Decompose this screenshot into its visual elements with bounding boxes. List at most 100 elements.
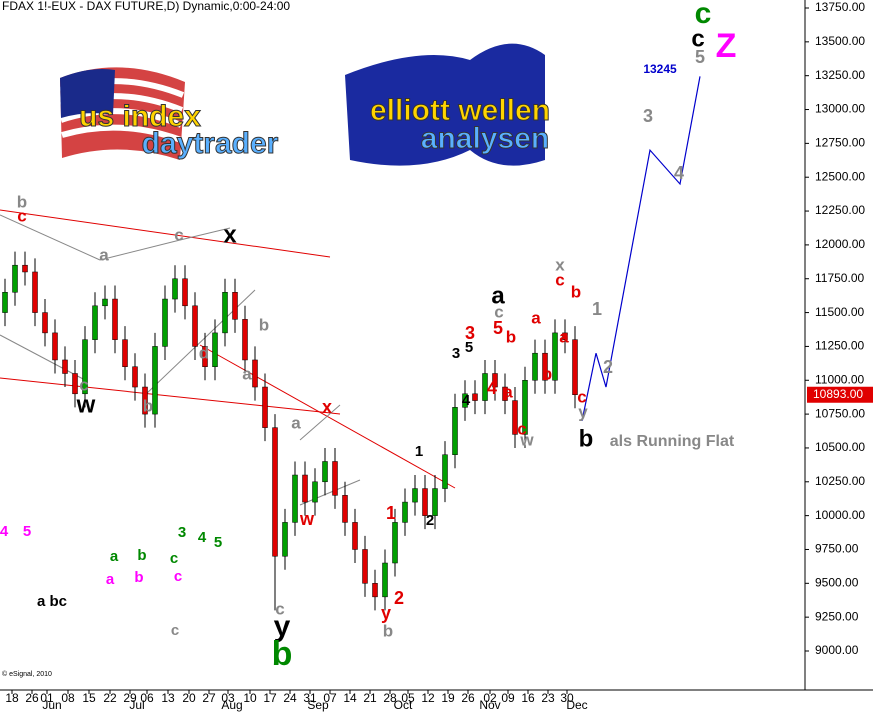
wave-label: w [299, 509, 315, 529]
wave-label: 3 [465, 323, 475, 343]
wave-label: 5 [695, 47, 705, 67]
last-price-label: 10893.00 [813, 387, 863, 401]
wave-label: c [555, 270, 564, 289]
y-tick-label: 9500.00 [815, 575, 859, 589]
wave-label: 4 [462, 392, 471, 409]
wave-label: d [199, 343, 209, 362]
x-tick-label: 27 [202, 691, 216, 705]
x-tick-label: 29 [123, 691, 137, 705]
x-tick-label: 24 [283, 691, 297, 705]
x-tick-label: 12 [421, 691, 435, 705]
y-tick-label: 13250.00 [815, 68, 865, 82]
candle-body [492, 373, 498, 388]
wave-label: Z [716, 27, 737, 65]
wave-label: a [503, 382, 513, 401]
x-tick-label: 10 [243, 691, 257, 705]
wave-label: 4 [198, 529, 207, 546]
candle-body [482, 373, 488, 401]
x-tick-label: 18 [5, 691, 19, 705]
x-tick-label: 21 [363, 691, 377, 705]
candle-body [42, 312, 48, 334]
candle-body [32, 271, 38, 313]
wave-label: 3 [178, 524, 186, 541]
candle-body [522, 380, 528, 435]
last-price-box [807, 386, 873, 403]
x-tick-label: 30 [560, 691, 574, 705]
candle-body [422, 488, 428, 516]
x-tick-label: 13 [161, 691, 175, 705]
candle-body [222, 292, 228, 334]
candle-body [332, 461, 338, 496]
wave-label: 5 [465, 339, 473, 356]
y-tick-label: 12750.00 [815, 136, 865, 150]
y-tick-label: 10500.00 [815, 440, 865, 454]
candle-body [12, 264, 18, 293]
candle-body [402, 501, 408, 523]
wave-label: b [272, 635, 293, 673]
wave-label: 4 [487, 378, 497, 398]
candle-body [452, 407, 458, 455]
month-label: Jul [129, 698, 144, 712]
wave-label: 3 [643, 106, 653, 126]
candle-body [272, 427, 278, 557]
month-label: Jun [42, 698, 61, 712]
candle-body [242, 319, 248, 361]
candle-body [442, 454, 448, 489]
wave-label: 4 [674, 163, 684, 183]
x-tick-label: 26 [461, 691, 475, 705]
footnote: © eSignal, 2010 [2, 670, 52, 678]
y-tick-label: 11750.00 [815, 271, 864, 285]
wave-label: a [110, 548, 119, 565]
wave-label: a [559, 327, 569, 346]
projection-line [581, 76, 701, 421]
month-label: Nov [479, 698, 500, 712]
y-tick-label: 9000.00 [815, 643, 859, 657]
candle-body [322, 461, 328, 483]
wave-label: 1 [415, 443, 423, 460]
y-tick-label: 13500.00 [815, 34, 865, 48]
wave-label: 4 [0, 523, 9, 540]
wave-label: x [555, 255, 565, 274]
wave-label: 1 [386, 503, 396, 523]
x-tick-label: 03 [221, 691, 235, 705]
y-tick-label: 12000.00 [815, 237, 865, 251]
chart-title: FDAX 1!-EUX - DAX FUTURE,D) Dynamic,0:00… [2, 0, 290, 13]
x-tick-label: 15 [82, 691, 96, 705]
wave-label: a [106, 571, 115, 588]
y-tick-label: 13750.00 [815, 0, 865, 14]
candle-body [82, 339, 88, 395]
candle-body [362, 549, 368, 584]
candle-body [342, 495, 348, 523]
wave-label: 5 [214, 534, 222, 551]
candle-body [112, 298, 118, 340]
wave-label: 2 [426, 512, 434, 529]
candle-body [252, 359, 258, 388]
wave-label: c [691, 25, 704, 52]
candle-body [302, 474, 308, 503]
x-tick-label: 17 [263, 691, 277, 705]
x-tick-label: 02 [483, 691, 497, 705]
candle-body [72, 373, 78, 395]
wave-label: 2 [603, 357, 613, 377]
wave-label: b [259, 315, 269, 334]
candle-body [432, 488, 438, 516]
y-tick-label: 13000.00 [815, 102, 865, 116]
candle-body [62, 359, 68, 374]
wave-label: x [322, 397, 332, 417]
x-tick-label: 20 [182, 691, 196, 705]
wave-label: b [579, 425, 594, 452]
x-tick-label: 23 [541, 691, 555, 705]
wave-label: c [174, 568, 182, 585]
candle-body [52, 332, 58, 361]
candle-body [352, 522, 358, 550]
candle-body [562, 332, 568, 340]
month-label: Oct [394, 698, 413, 712]
x-tick-label: 16 [521, 691, 535, 705]
candle-body [382, 562, 388, 598]
wave-label: w [519, 430, 534, 449]
x-tick-label: 06 [140, 691, 154, 705]
wave-label: a [242, 364, 252, 383]
candle-body [182, 278, 188, 307]
wave-label: c [517, 419, 526, 438]
